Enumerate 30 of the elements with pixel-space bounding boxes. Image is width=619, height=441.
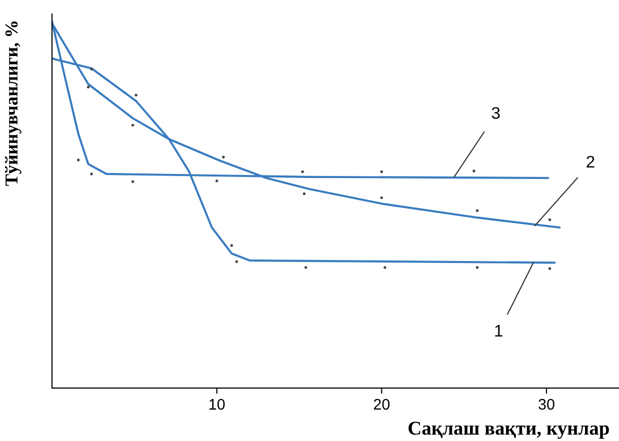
x-tick-label: 30 <box>538 398 554 410</box>
point <box>472 170 476 172</box>
point <box>302 192 306 196</box>
point <box>90 68 93 70</box>
point <box>304 266 308 269</box>
point <box>90 172 93 176</box>
point <box>230 244 234 247</box>
point <box>301 170 304 174</box>
x-tick-label: 10 <box>209 398 225 410</box>
x-axis-title: Сақлаш вақти, кунлар <box>408 422 609 439</box>
annotation: 2 <box>586 156 594 168</box>
x-tick-label: 20 <box>374 398 390 410</box>
point <box>384 266 386 269</box>
annotation: 3 <box>492 107 500 119</box>
point <box>548 267 552 270</box>
point <box>235 260 238 263</box>
point <box>380 196 384 200</box>
point <box>131 124 134 127</box>
point <box>548 218 552 222</box>
point <box>215 180 218 182</box>
point <box>476 266 479 269</box>
point <box>380 170 384 174</box>
point <box>86 86 90 88</box>
point <box>76 158 80 162</box>
point <box>476 209 479 212</box>
y-axis-title: Тўйинувчанлиги, % <box>5 22 22 186</box>
point <box>131 180 134 184</box>
point <box>222 156 225 158</box>
annotation: 1 <box>495 324 502 336</box>
point <box>134 94 138 97</box>
